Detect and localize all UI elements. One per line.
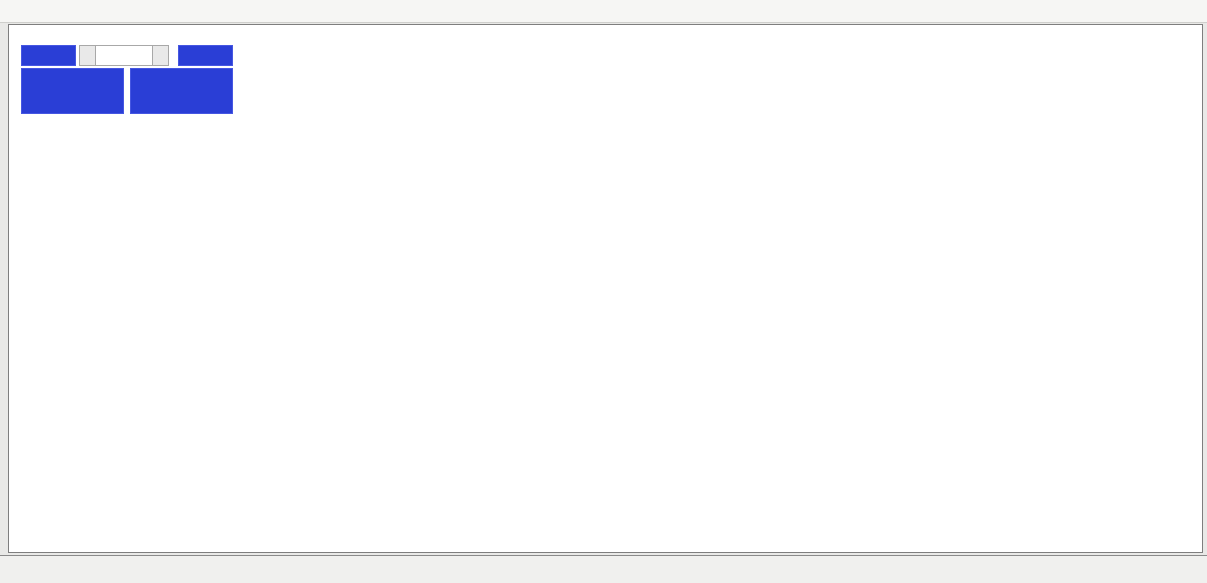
macd-label: [14, 397, 17, 409]
symbol-tab-bar: [0, 555, 1207, 583]
volume-input[interactable]: [96, 45, 152, 66]
sell-button[interactable]: [21, 45, 76, 66]
sell-price-box[interactable]: [21, 68, 124, 114]
buy-button[interactable]: [178, 45, 233, 66]
volume-stepper: [79, 45, 169, 66]
one-click-trade-panel: [21, 45, 233, 114]
chart-title-bar: [13, 27, 40, 41]
buy-price-box[interactable]: [130, 68, 233, 114]
timeframe-toolbar: [0, 0, 1207, 23]
rsi-label: [14, 462, 17, 474]
volume-decrease-button[interactable]: [79, 45, 96, 66]
volume-increase-button[interactable]: [152, 45, 169, 66]
chart-window: [8, 24, 1203, 553]
